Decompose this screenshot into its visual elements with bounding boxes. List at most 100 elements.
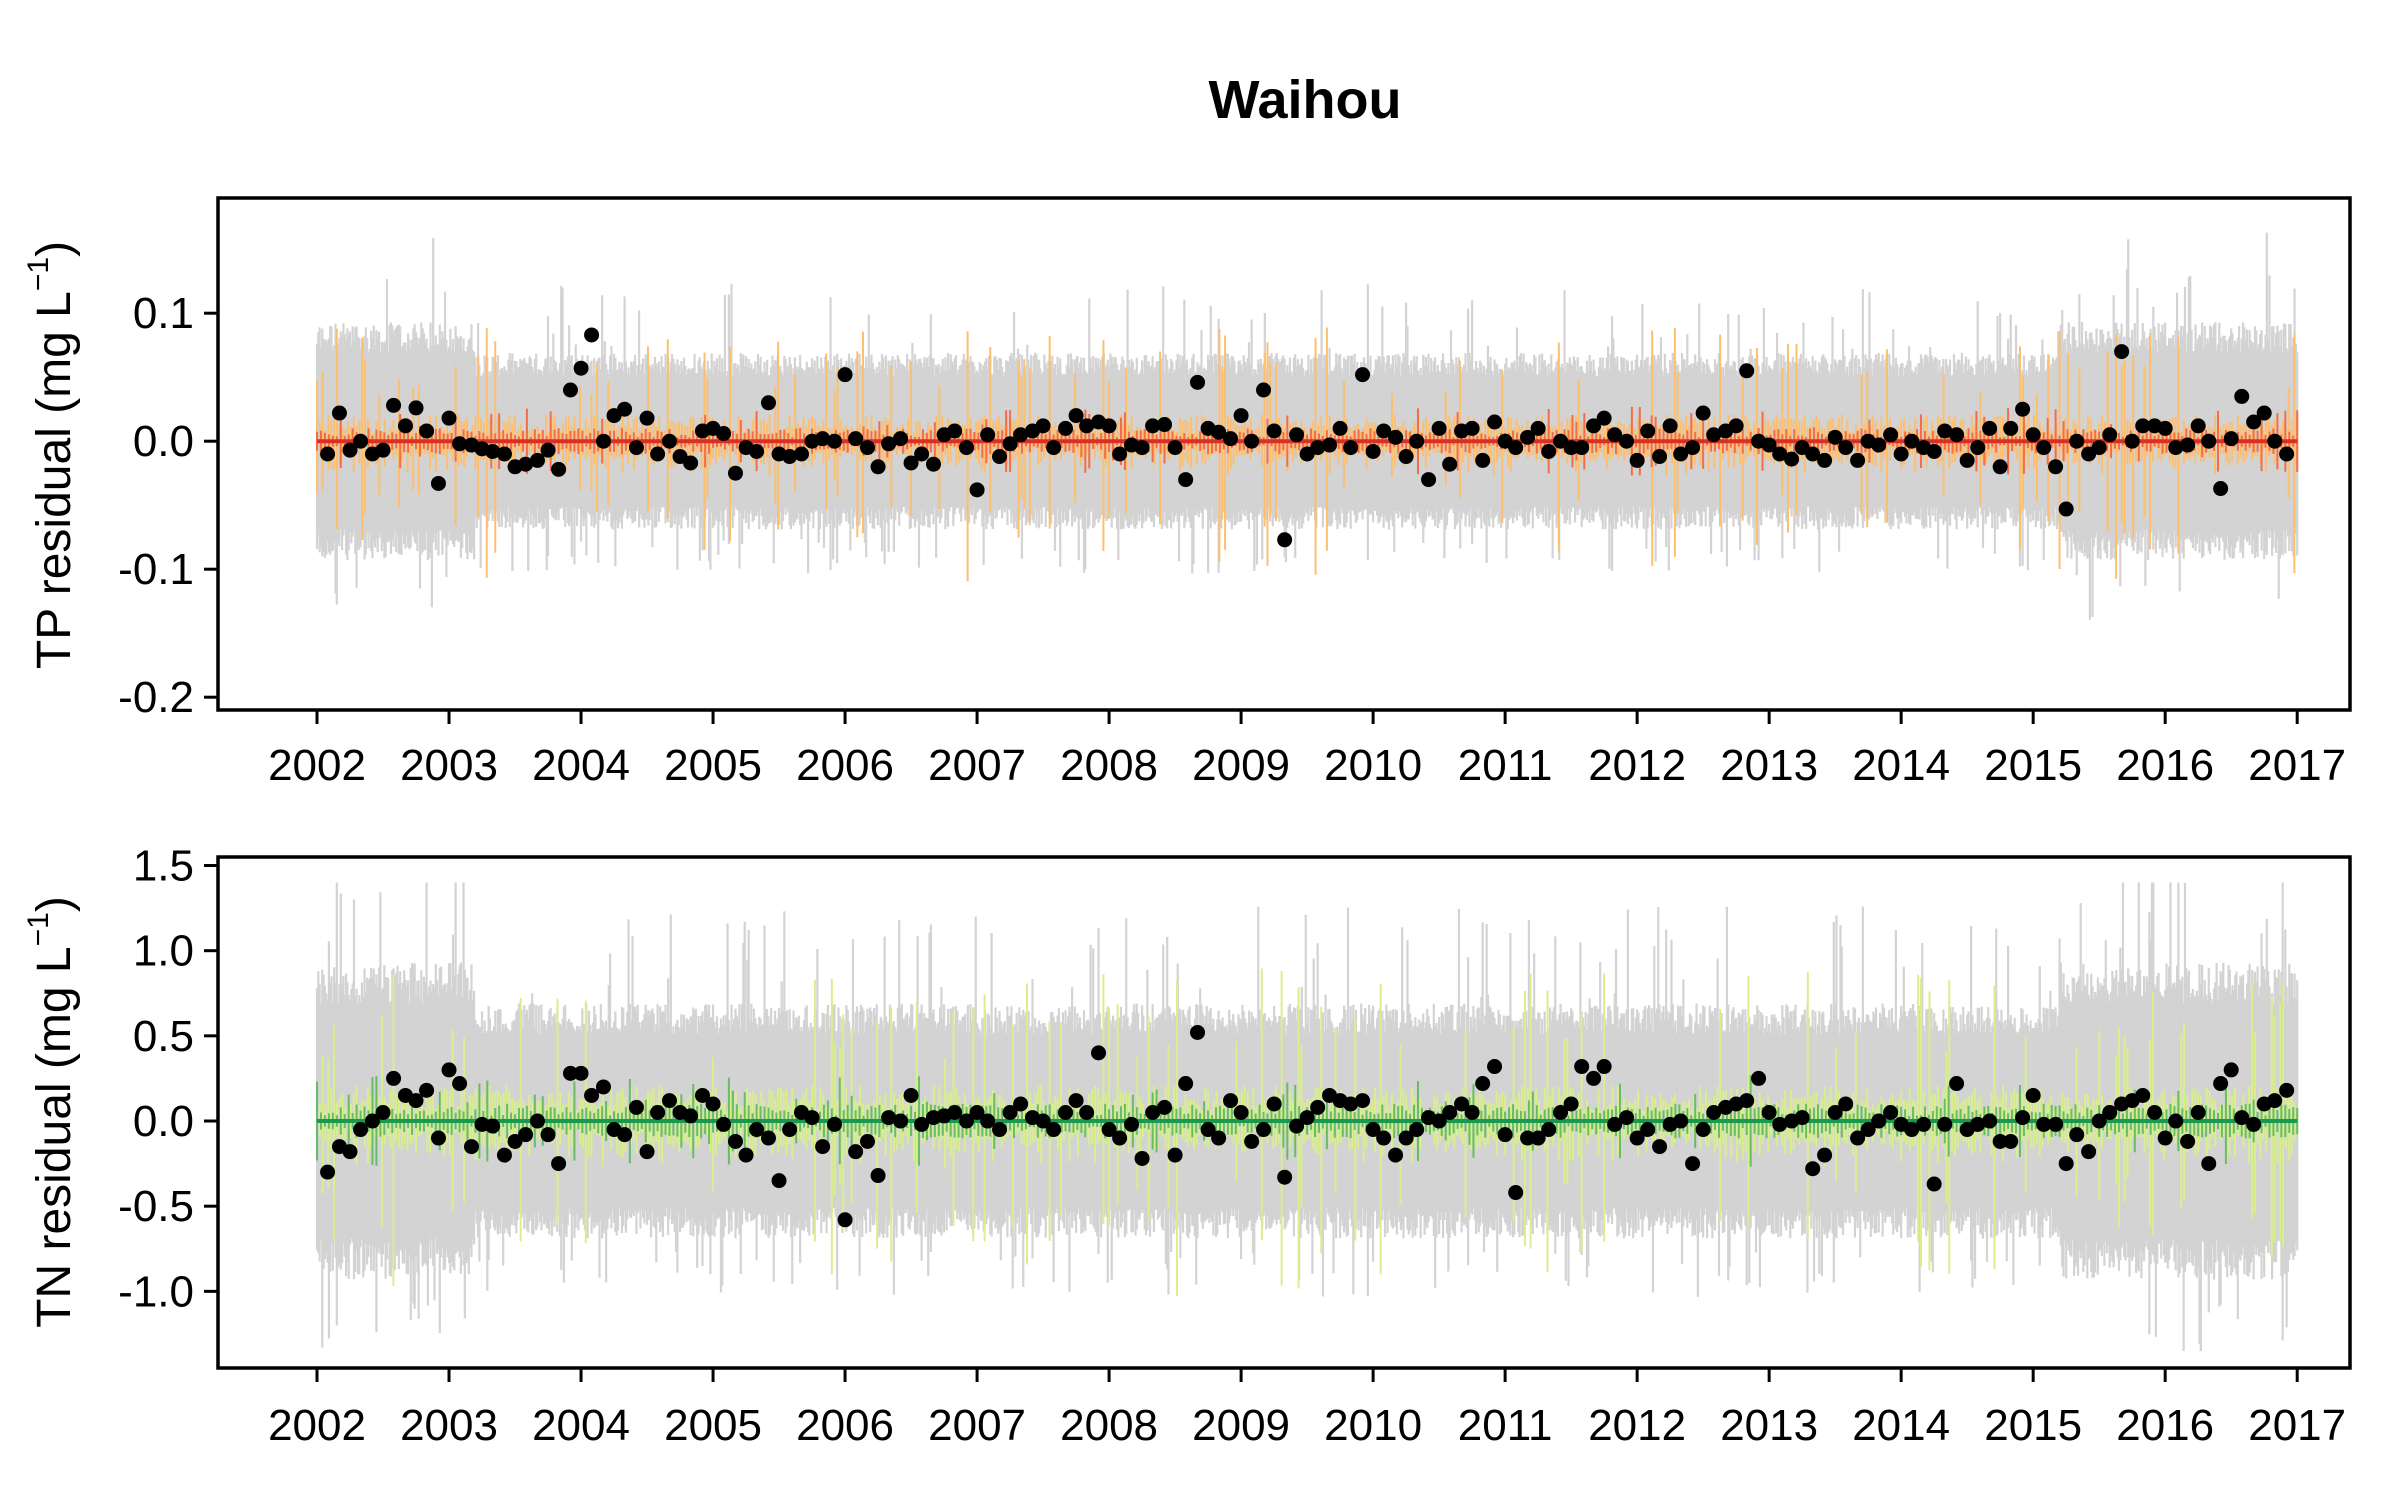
data-point xyxy=(518,456,534,472)
data-point xyxy=(1365,443,1381,459)
data-point xyxy=(1652,449,1668,465)
data-point xyxy=(903,455,919,471)
data-point xyxy=(1629,452,1645,468)
data-point xyxy=(353,433,369,449)
data-point xyxy=(826,433,842,449)
data-point xyxy=(1706,427,1722,443)
data-point xyxy=(1850,452,1866,468)
data-point xyxy=(1046,440,1062,456)
data-point xyxy=(1332,420,1348,436)
x-tick-label: 2003 xyxy=(400,741,498,790)
data-point xyxy=(1926,443,1942,459)
data-point xyxy=(1310,440,1326,456)
data-point xyxy=(1772,446,1788,462)
data-point xyxy=(1409,433,1425,449)
x-tick-label: 2009 xyxy=(1192,741,1290,790)
data-point xyxy=(496,446,512,462)
x-tick-label: 2014 xyxy=(1852,741,1950,790)
y-axis-title-superscript: −1 xyxy=(22,257,55,291)
data-point xyxy=(430,475,446,491)
data-point xyxy=(408,400,424,416)
data-point xyxy=(2003,420,2019,436)
data-point xyxy=(1464,420,1480,436)
data-point xyxy=(1266,423,1282,439)
data-point xyxy=(1178,472,1194,488)
data-point xyxy=(1883,427,1899,443)
data-point xyxy=(1541,443,1557,459)
data-point xyxy=(959,440,975,456)
data-point xyxy=(2256,405,2272,421)
data-point xyxy=(969,482,985,498)
x-tick-label: 2008 xyxy=(1060,741,1158,790)
data-point xyxy=(947,423,963,439)
data-point xyxy=(2025,427,2041,443)
data-point xyxy=(1475,452,1491,468)
x-tick-label: 2005 xyxy=(664,741,762,790)
data-point xyxy=(1959,452,1975,468)
data-point xyxy=(617,401,633,417)
data-point xyxy=(1574,440,1590,456)
data-point xyxy=(1233,408,1249,424)
x-tick-label: 2013 xyxy=(1720,741,1818,790)
data-point xyxy=(1530,420,1546,436)
data-point xyxy=(1937,423,1953,439)
data-point xyxy=(1256,382,1272,398)
data-point xyxy=(2157,420,2173,436)
data-point xyxy=(1673,446,1689,462)
data-point xyxy=(2190,418,2206,434)
data-point xyxy=(320,446,336,462)
data-point xyxy=(562,382,578,398)
data-point xyxy=(2135,418,2151,434)
data-point xyxy=(1695,405,1711,421)
data-point xyxy=(1596,410,1612,426)
data-point xyxy=(386,397,402,413)
data-point xyxy=(1013,427,1029,443)
data-point xyxy=(1607,427,1623,443)
data-point xyxy=(1761,437,1777,453)
data-point xyxy=(1619,433,1635,449)
data-point xyxy=(2102,427,2118,443)
data-point xyxy=(1167,440,1183,456)
data-point xyxy=(1982,420,1998,436)
data-point xyxy=(628,440,644,456)
data-point xyxy=(1640,423,1656,439)
data-point xyxy=(1728,418,1744,434)
data-point xyxy=(595,433,611,449)
data-point xyxy=(881,436,897,452)
data-point xyxy=(1157,417,1173,433)
data-point xyxy=(1685,440,1701,456)
data-point xyxy=(749,443,765,459)
data-point xyxy=(331,405,347,421)
data-point xyxy=(419,423,435,439)
data-point xyxy=(1827,429,1843,445)
data-point xyxy=(1838,440,1854,456)
x-tick-label: 2012 xyxy=(1588,741,1686,790)
x-tick-label: 2002 xyxy=(268,741,366,790)
data-point xyxy=(1244,433,1260,449)
data-point xyxy=(1035,418,1051,434)
data-point xyxy=(2213,481,2229,497)
chart-title: Waihou xyxy=(1209,70,1402,130)
data-point xyxy=(1904,433,1920,449)
data-point xyxy=(848,431,864,447)
data-point xyxy=(1343,440,1359,456)
data-point xyxy=(893,431,909,447)
data-point xyxy=(573,360,589,376)
data-point xyxy=(1289,427,1305,443)
data-point xyxy=(540,442,556,458)
data-point xyxy=(1322,437,1338,453)
data-point xyxy=(2015,401,2031,417)
data-point xyxy=(1520,429,1536,445)
data-point xyxy=(2069,433,2085,449)
data-point xyxy=(2091,440,2107,456)
data-point xyxy=(2180,437,2196,453)
data-point xyxy=(683,455,699,471)
data-point xyxy=(1662,418,1678,434)
data-point xyxy=(727,465,743,481)
data-point xyxy=(639,410,655,426)
data-point xyxy=(926,456,942,472)
data-point xyxy=(1421,472,1437,488)
